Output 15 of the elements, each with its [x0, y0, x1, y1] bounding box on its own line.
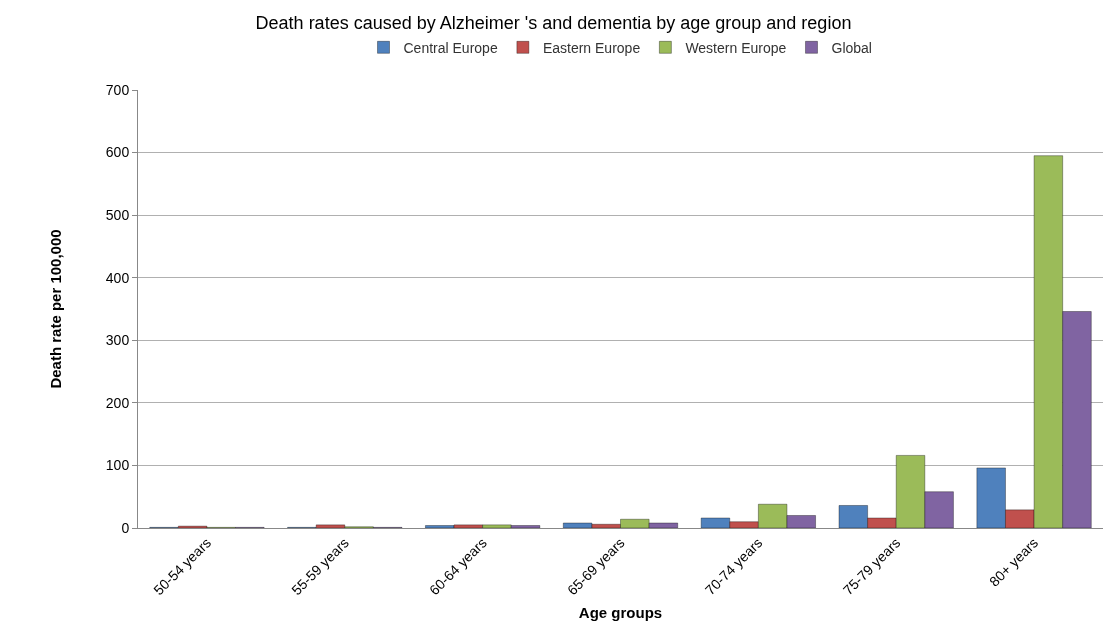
y-tick-label: 100 — [105, 457, 130, 474]
legend-label: Western Europe — [685, 39, 787, 56]
chart-title: Death rates caused by Alzheimer 's and dementia by age group and region — [255, 12, 852, 33]
y-tick-label: 600 — [105, 144, 130, 161]
y-tick-label: 400 — [105, 269, 130, 286]
y-tick-label: 0 — [121, 519, 130, 536]
y-tick-label: 300 — [105, 332, 130, 349]
legend-label: Global — [831, 39, 872, 56]
y-tick-label: 700 — [105, 81, 130, 98]
y-tick-label: 500 — [105, 207, 130, 224]
y-tick-label: 200 — [105, 394, 130, 411]
x-axis-title: Age groups — [578, 604, 663, 622]
y-axis-title: Death rate per 100,000 — [47, 229, 65, 389]
legend-label: Central Europe — [403, 39, 498, 56]
legend-label: Eastern Europe — [542, 39, 641, 56]
